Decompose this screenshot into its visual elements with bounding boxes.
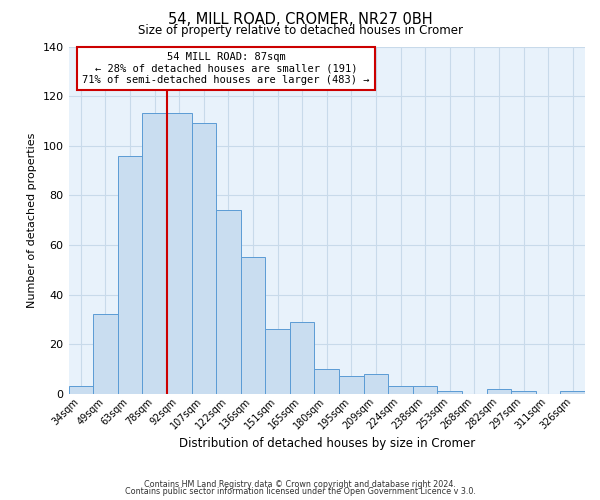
Bar	[216, 210, 241, 394]
Bar	[413, 386, 437, 394]
Bar	[93, 314, 118, 394]
Text: Contains HM Land Registry data © Crown copyright and database right 2024.: Contains HM Land Registry data © Crown c…	[144, 480, 456, 489]
Bar	[265, 330, 290, 394]
Bar	[339, 376, 364, 394]
Text: 54 MILL ROAD: 87sqm
← 28% of detached houses are smaller (191)
71% of semi-detac: 54 MILL ROAD: 87sqm ← 28% of detached ho…	[82, 52, 370, 85]
Bar	[142, 114, 167, 394]
Text: Contains public sector information licensed under the Open Government Licence v : Contains public sector information licen…	[125, 488, 475, 496]
Bar	[437, 392, 462, 394]
Text: Size of property relative to detached houses in Cromer: Size of property relative to detached ho…	[137, 24, 463, 37]
Y-axis label: Number of detached properties: Number of detached properties	[27, 132, 37, 308]
Bar	[364, 374, 388, 394]
Bar	[487, 389, 511, 394]
X-axis label: Distribution of detached houses by size in Cromer: Distribution of detached houses by size …	[179, 437, 475, 450]
Bar	[118, 156, 142, 394]
Bar	[314, 369, 339, 394]
Bar	[68, 386, 93, 394]
Bar	[290, 322, 314, 394]
Bar	[388, 386, 413, 394]
Bar	[241, 258, 265, 394]
Bar	[511, 392, 536, 394]
Bar	[167, 114, 191, 394]
Bar	[560, 392, 585, 394]
Bar	[191, 124, 216, 394]
Text: 54, MILL ROAD, CROMER, NR27 0BH: 54, MILL ROAD, CROMER, NR27 0BH	[167, 12, 433, 28]
